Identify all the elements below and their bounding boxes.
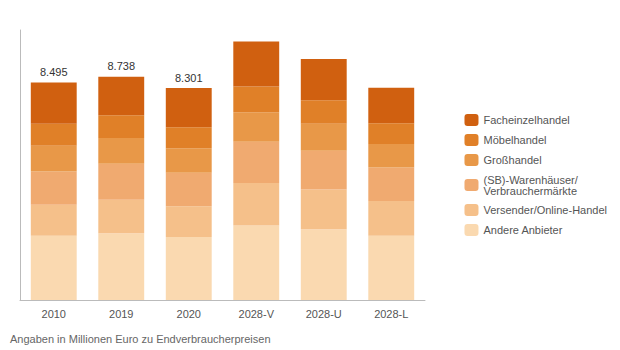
svg-text:Angaben in Millionen Euro zu E: Angaben in Millionen Euro zu Endverbrauc… <box>10 333 271 345</box>
svg-text:2028-L: 2028-L <box>374 308 408 320</box>
svg-text:Möbelhandel: Möbelhandel <box>483 134 546 146</box>
svg-text:8.495: 8.495 <box>40 66 68 78</box>
svg-text:8.301: 8.301 <box>175 72 203 84</box>
svg-text:Facheinzelhandel: Facheinzelhandel <box>483 114 569 126</box>
svg-text:2020: 2020 <box>177 308 201 320</box>
svg-text:2010: 2010 <box>42 308 66 320</box>
svg-text:2028-U: 2028-U <box>306 308 342 320</box>
svg-text:2028-V: 2028-V <box>239 308 275 320</box>
svg-text:2019: 2019 <box>109 308 133 320</box>
svg-text:Verbrauchermärkte: Verbrauchermärkte <box>483 185 577 197</box>
svg-text:Großhandel: Großhandel <box>483 154 541 166</box>
svg-text:Andere Anbieter: Andere Anbieter <box>483 224 562 236</box>
svg-text:Versender/Online-Handel: Versender/Online-Handel <box>483 204 607 216</box>
svg-text:8.738: 8.738 <box>107 60 135 72</box>
svg-text:(SB)-Warenhäuser/: (SB)-Warenhäuser/ <box>483 173 578 186</box>
